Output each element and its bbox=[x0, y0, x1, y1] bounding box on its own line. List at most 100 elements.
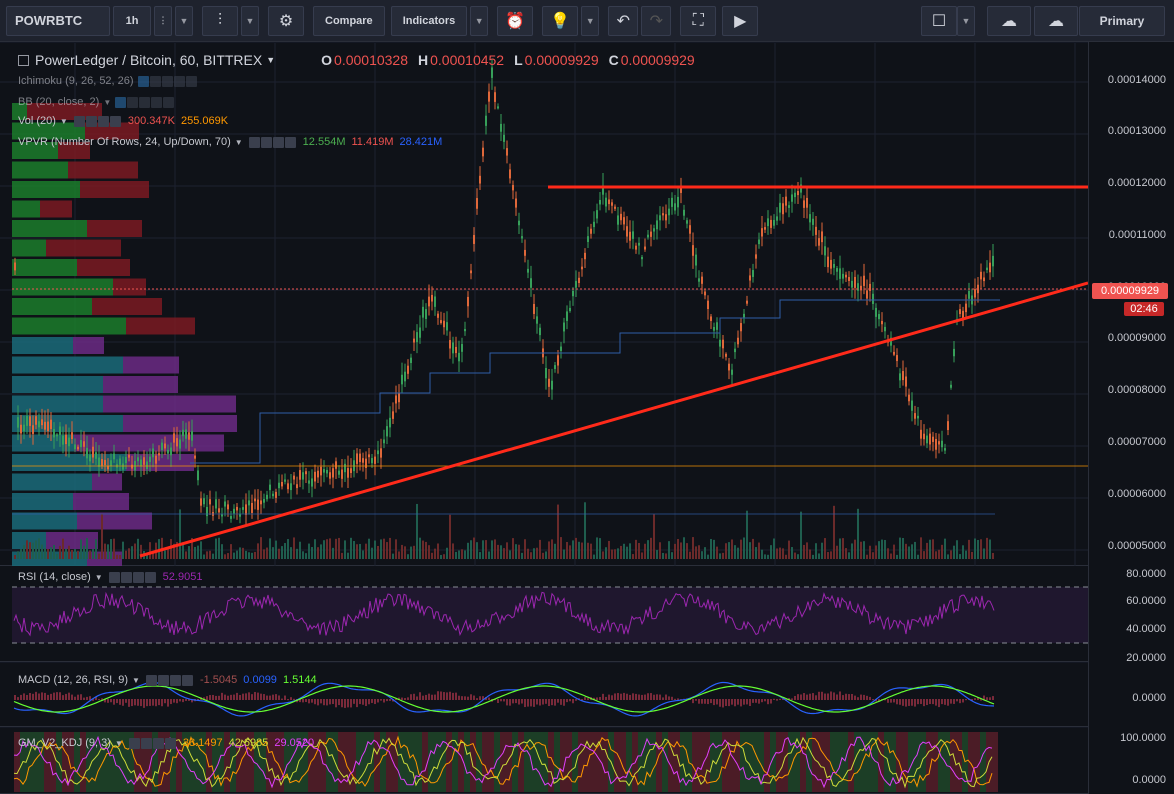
gear-icon[interactable] bbox=[120, 571, 132, 583]
candle-body bbox=[386, 426, 388, 437]
indicator-legend-ichimoku[interactable]: Ichimoku (9, 26, 52, 26) bbox=[18, 75, 198, 87]
layout-dropdown-button[interactable]: ▼ bbox=[957, 5, 975, 36]
kdj-background-bar bbox=[278, 732, 284, 792]
cloud-save-icon[interactable]: ☁ bbox=[1034, 5, 1078, 36]
macd-histogram-bar bbox=[572, 699, 574, 704]
macd-histogram-bar bbox=[647, 693, 649, 700]
compare-button[interactable]: Compare bbox=[313, 5, 385, 36]
volume-bar bbox=[605, 547, 607, 559]
legend-settings-icon[interactable] bbox=[283, 53, 297, 67]
macd-pane[interactable] bbox=[0, 663, 1088, 727]
chart-title-caret-icon[interactable]: ▼ bbox=[266, 55, 276, 65]
plus-icon[interactable] bbox=[151, 96, 163, 108]
plus-icon[interactable] bbox=[152, 737, 164, 749]
close-icon[interactable] bbox=[284, 136, 296, 148]
symbol-search-button[interactable]: POWRBTC bbox=[6, 5, 110, 36]
candle-body bbox=[254, 498, 256, 502]
volume-bar bbox=[914, 541, 916, 559]
candle-body bbox=[158, 453, 160, 456]
caret-down-icon[interactable]: ▼ bbox=[94, 572, 103, 582]
indicator-legend-rsi[interactable]: RSI (14, close) ▼ 52.9051 bbox=[18, 571, 202, 583]
rsi-chart[interactable] bbox=[0, 566, 1088, 662]
interval-button[interactable]: 1h bbox=[113, 5, 151, 36]
gear-icon[interactable] bbox=[260, 136, 272, 148]
rsi-pane[interactable] bbox=[0, 566, 1088, 662]
more-vertical-icon[interactable]: ⋮ bbox=[154, 5, 172, 36]
volume-bar bbox=[467, 542, 469, 559]
candle-body bbox=[389, 417, 391, 428]
macd-histogram-bar bbox=[314, 699, 316, 705]
indicators-button[interactable]: Indicators bbox=[390, 5, 468, 36]
gear-icon[interactable] bbox=[85, 115, 97, 127]
indicator-legend-macd[interactable]: MACD (12, 26, RSI, 9) ▼ -1.5045 0.0099 1… bbox=[18, 674, 317, 686]
macd-histogram-bar bbox=[221, 692, 223, 700]
close-icon[interactable] bbox=[164, 737, 176, 749]
indicator-legend-vpvr[interactable]: VPVR (Number Of Rows, 24, Up/Down, 70) ▼… bbox=[18, 136, 442, 148]
undo-icon[interactable]: ↶ bbox=[608, 5, 639, 36]
close-icon[interactable] bbox=[144, 571, 156, 583]
alert-clock-icon[interactable]: ⏰ bbox=[497, 5, 534, 36]
plus-icon[interactable] bbox=[97, 115, 109, 127]
legend-collapse-checkbox[interactable] bbox=[18, 54, 29, 66]
indicator-legend-vol[interactable]: Vol (20) ▼ 300.347K 255.069K bbox=[18, 115, 228, 127]
caret-down-icon[interactable]: ▼ bbox=[234, 137, 243, 147]
plus-icon[interactable] bbox=[173, 75, 185, 87]
replay-play-icon[interactable]: ▶ bbox=[722, 5, 759, 36]
kdj-pane[interactable] bbox=[0, 728, 1088, 794]
close-icon[interactable] bbox=[185, 75, 197, 87]
interval-dropdown-button[interactable]: ▼ bbox=[175, 5, 193, 36]
macd-histogram-bar bbox=[341, 699, 343, 708]
eye-icon[interactable] bbox=[145, 674, 157, 686]
candle-body bbox=[29, 416, 31, 426]
eye-icon[interactable] bbox=[115, 96, 127, 108]
price-axis[interactable]: 0.00014000 0.00013000 0.00012000 0.00011000… bbox=[1088, 42, 1174, 794]
close-icon[interactable] bbox=[181, 674, 193, 686]
macd-histogram-bar bbox=[620, 693, 622, 700]
price-pane[interactable] bbox=[0, 43, 1088, 566]
indicator-legend-kdj[interactable]: GM_V2_KDJ (9, 3) ▼ 38.1497 42.6985 29.05… bbox=[18, 737, 314, 749]
indicator-legend-bb[interactable]: BB (20, close, 2) ▼ bbox=[18, 96, 175, 108]
kdj-chart[interactable] bbox=[0, 728, 1088, 794]
volume-bar bbox=[281, 546, 283, 559]
idea-bulb-icon[interactable]: 💡 bbox=[542, 5, 579, 36]
volume-bar bbox=[182, 543, 184, 559]
close-icon[interactable] bbox=[109, 115, 121, 127]
gear-icon[interactable] bbox=[149, 75, 161, 87]
price-chart[interactable] bbox=[0, 43, 1088, 566]
caret-down-icon[interactable]: ▼ bbox=[132, 675, 140, 685]
legend-more-icon[interactable] bbox=[297, 53, 311, 67]
volume-bar bbox=[437, 543, 439, 559]
eye-icon[interactable] bbox=[248, 136, 260, 148]
kdj-background-bar bbox=[14, 732, 20, 792]
cloud-load-icon[interactable]: ☁ bbox=[987, 5, 1031, 36]
bar-style-dropdown-button[interactable]: ▼ bbox=[241, 5, 259, 36]
volume-bar bbox=[362, 550, 364, 559]
plus-icon[interactable] bbox=[272, 136, 284, 148]
gear-icon[interactable] bbox=[157, 674, 169, 686]
source-icon[interactable] bbox=[161, 75, 173, 87]
eye-icon[interactable] bbox=[137, 75, 149, 87]
candle-body bbox=[245, 504, 247, 515]
bar-style-icon[interactable]: ⫶ bbox=[202, 5, 238, 36]
plus-icon[interactable] bbox=[132, 571, 144, 583]
idea-dropdown-button[interactable]: ▼ bbox=[581, 5, 600, 36]
layout-square-icon[interactable]: ☐ bbox=[921, 5, 957, 36]
eye-icon[interactable] bbox=[73, 115, 85, 127]
primary-layout-button[interactable]: Primary bbox=[1079, 6, 1165, 36]
settings-gear-icon[interactable]: ⚙ bbox=[268, 5, 304, 36]
macd-chart[interactable] bbox=[0, 663, 1088, 727]
fullscreen-icon[interactable]: ⛶ bbox=[680, 5, 717, 36]
redo-icon[interactable]: ↷ bbox=[641, 5, 672, 36]
close-icon[interactable] bbox=[163, 96, 175, 108]
plus-icon[interactable] bbox=[169, 674, 181, 686]
caret-down-icon[interactable]: ▼ bbox=[103, 97, 112, 107]
eye-icon[interactable] bbox=[108, 571, 120, 583]
caret-down-icon[interactable]: ▼ bbox=[114, 738, 123, 748]
caret-down-icon[interactable]: ▼ bbox=[59, 116, 68, 126]
source-icon[interactable] bbox=[139, 96, 151, 108]
gear-icon[interactable] bbox=[127, 96, 139, 108]
volume-bar bbox=[698, 545, 700, 559]
eye-icon[interactable] bbox=[128, 737, 140, 749]
indicators-dropdown-button[interactable]: ▼ bbox=[470, 5, 489, 36]
gear-icon[interactable] bbox=[140, 737, 152, 749]
